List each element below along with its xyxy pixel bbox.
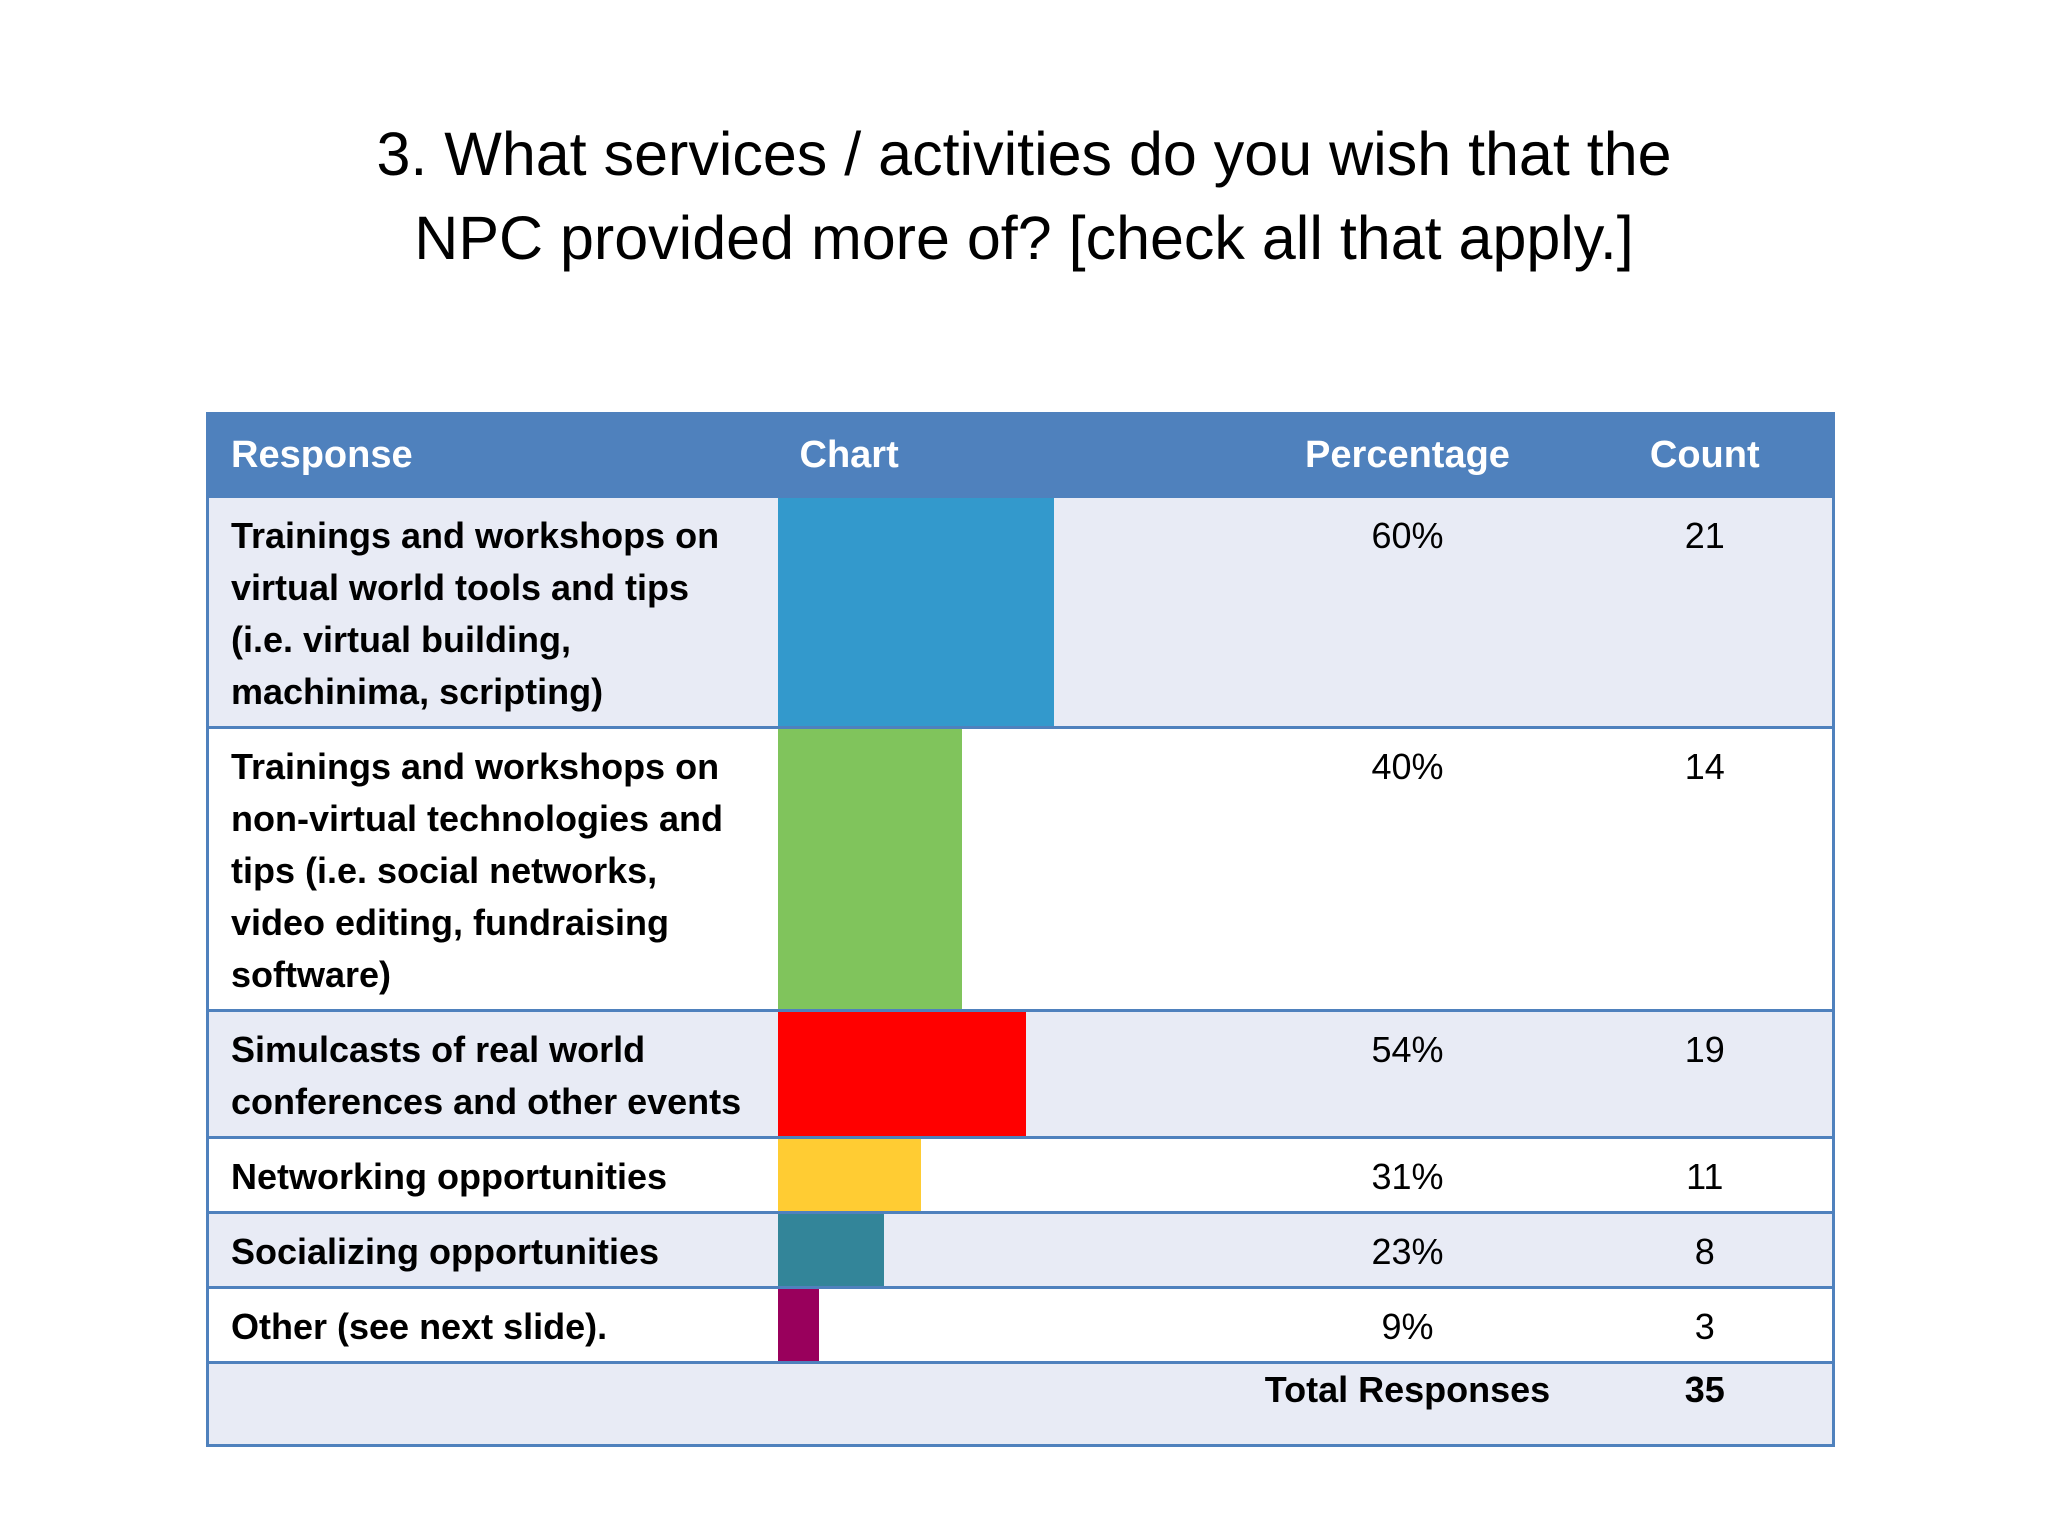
title-line-2: NPC provided more of? [check all that ap…	[414, 204, 1634, 272]
percentage-label: 54%	[1237, 1009, 1578, 1138]
chart-cell	[777, 495, 1238, 728]
slide-title: 3. What services / activities do you wis…	[200, 112, 1848, 280]
total-row: Total Responses 35	[207, 1361, 1834, 1446]
bar	[777, 1214, 884, 1286]
bar	[777, 1012, 1026, 1136]
table-row: Networking opportunities 31% 11	[207, 1136, 1834, 1213]
total-empty-cell	[207, 1361, 778, 1446]
count-label: 14	[1577, 726, 1834, 1011]
chart-cell	[777, 1286, 1238, 1363]
header-count: Count	[1577, 413, 1834, 497]
response-label: Networking opportunities	[207, 1136, 778, 1213]
total-empty-chart-cell	[777, 1361, 1238, 1446]
count-label: 21	[1577, 495, 1834, 728]
count-label: 11	[1577, 1136, 1834, 1213]
chart-cell	[777, 1136, 1238, 1213]
total-value: 35	[1577, 1361, 1834, 1446]
bar	[777, 1289, 819, 1361]
table-row: Other (see next slide). 9% 3	[207, 1286, 1834, 1363]
table-row: Trainings and workshops on non-virtual t…	[207, 726, 1834, 1011]
percentage-label: 31%	[1237, 1136, 1578, 1213]
bar	[777, 729, 962, 1009]
table-row: Socializing opportunities 23% 8	[207, 1211, 1834, 1288]
table-header-row: Response Chart Percentage Count	[207, 413, 1834, 497]
count-label: 8	[1577, 1211, 1834, 1288]
title-line-1: 3. What services / activities do you wis…	[376, 120, 1672, 188]
response-label: Socializing opportunities	[207, 1211, 778, 1288]
percentage-label: 40%	[1237, 726, 1578, 1011]
header-chart: Chart	[777, 413, 1238, 497]
header-percentage: Percentage	[1237, 413, 1578, 497]
response-label: Other (see next slide).	[207, 1286, 778, 1363]
table-body: Trainings and workshops on virtual world…	[207, 495, 1834, 1363]
total-label: Total Responses	[1237, 1361, 1578, 1446]
results-table: Response Chart Percentage Count Training…	[206, 412, 1835, 1447]
table-row: Simulcasts of real world conferences and…	[207, 1009, 1834, 1138]
response-label: Simulcasts of real world conferences and…	[207, 1009, 778, 1138]
response-label: Trainings and workshops on non-virtual t…	[207, 726, 778, 1011]
percentage-label: 9%	[1237, 1286, 1578, 1363]
table-row: Trainings and workshops on virtual world…	[207, 495, 1834, 728]
chart-cell	[777, 1009, 1238, 1138]
chart-cell	[777, 726, 1238, 1011]
header-response: Response	[207, 413, 778, 497]
response-label: Trainings and workshops on virtual world…	[207, 495, 778, 728]
bar	[777, 498, 1054, 726]
count-label: 19	[1577, 1009, 1834, 1138]
percentage-label: 23%	[1237, 1211, 1578, 1288]
bar	[777, 1139, 921, 1211]
percentage-label: 60%	[1237, 495, 1578, 728]
count-label: 3	[1577, 1286, 1834, 1363]
chart-cell	[777, 1211, 1238, 1288]
